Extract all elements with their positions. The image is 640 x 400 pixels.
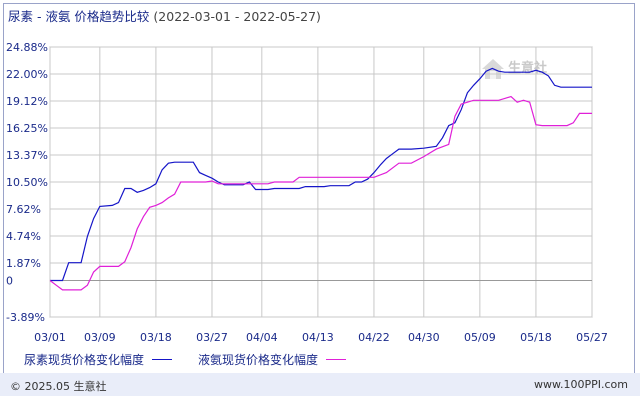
x-tick-label: 05/27 — [576, 331, 608, 344]
y-tick-label: 19.12% — [6, 95, 48, 108]
x-tick-label: 03/18 — [140, 331, 172, 344]
footer-url[interactable]: www.100PPI.com — [534, 378, 628, 391]
y-tick-label: 1.87% — [6, 257, 41, 270]
x-tick-label: 04/04 — [246, 331, 278, 344]
x-tick-label: 03/01 — [34, 331, 66, 344]
legend-swatch-ammonia — [326, 359, 347, 360]
y-tick-label: 24.88% — [6, 41, 48, 54]
footer-copyright: © 2025.05 生意社 — [10, 380, 107, 393]
y-tick-label: 22.00% — [6, 68, 48, 81]
legend-swatch-urea — [152, 359, 173, 360]
y-tick-label: 16.25% — [6, 122, 48, 135]
footer-bar: © 2025.05 生意社 www.100PPI.com — [0, 373, 640, 396]
x-tick-label: 05/18 — [520, 331, 552, 344]
legend-label-urea: 尿素现货价格变化幅度 — [24, 353, 145, 367]
chart-title-text: 尿素 - 液氨 价格趋势比较 — [8, 9, 150, 24]
chart-title: 尿素 - 液氨 价格趋势比较 (2022-03-01 - 2022-05-27) — [8, 6, 321, 25]
chart-date-range: (2022-03-01 - 2022-05-27) — [153, 9, 321, 24]
x-tick-label: 04/13 — [302, 331, 334, 344]
y-tick-label: 13.37% — [6, 149, 48, 162]
legend: 尿素现货价格变化幅度 液氨现货价格变化幅度 — [24, 351, 372, 368]
series-line-urea — [50, 67, 592, 282]
y-tick-label: -3.89% — [6, 311, 45, 324]
series-line-ammonia — [49, 95, 592, 291]
x-tick-label: 04/22 — [358, 331, 390, 344]
y-tick-label: 7.62% — [6, 203, 41, 216]
y-tick-label: 4.74% — [6, 230, 41, 243]
y-tick-label: 0 — [6, 274, 13, 287]
x-tick-label: 04/30 — [408, 331, 440, 344]
y-tick-label: 10.50% — [6, 176, 48, 189]
x-tick-label: 03/09 — [84, 331, 116, 344]
x-tick-label: 03/27 — [196, 331, 228, 344]
legend-label-ammonia: 液氨现货价格变化幅度 — [198, 353, 319, 367]
x-tick-label: 05/09 — [464, 331, 496, 344]
